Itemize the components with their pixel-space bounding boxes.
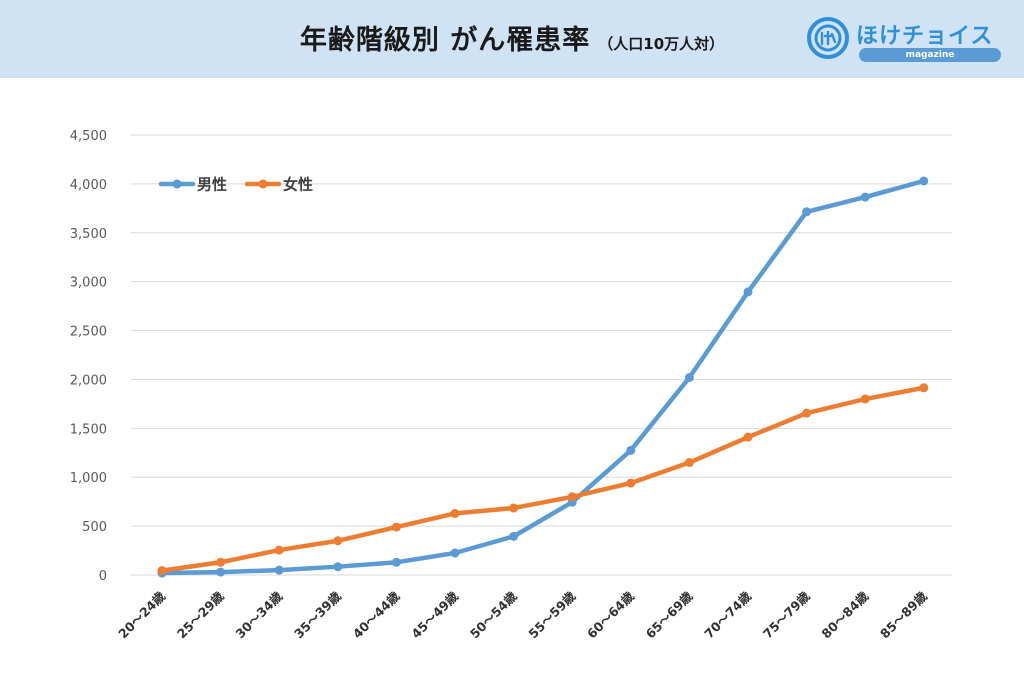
data-point <box>450 508 460 518</box>
legend-marker <box>172 179 182 189</box>
hoke-logo-icon <box>807 17 849 59</box>
page-subtitle: （人口10万人対） <box>598 35 725 53</box>
data-point <box>802 408 812 418</box>
data-point <box>509 531 519 541</box>
data-point <box>684 372 694 382</box>
series-line <box>159 385 927 573</box>
x-tick-label: 20～24歳 <box>115 588 168 641</box>
y-tick-label: 500 <box>82 520 107 535</box>
data-point <box>274 545 284 555</box>
data-point <box>509 503 519 513</box>
legend-marker <box>258 179 268 189</box>
y-tick-label: 3,000 <box>70 276 107 291</box>
legend-item: 女性 <box>244 176 313 194</box>
y-tick-label: 0 <box>99 569 107 584</box>
data-point <box>919 383 929 393</box>
data-point <box>216 557 226 567</box>
data-point <box>333 562 343 572</box>
data-point <box>391 522 401 532</box>
logo-subtext: magazine <box>859 48 1001 62</box>
y-axis-ticks: 0 500 1,000 1,500 2,000 2,500 3,000 3,500 4,000 4… <box>70 129 107 584</box>
gridlines <box>131 134 952 576</box>
legend-item: 男性 <box>158 176 227 194</box>
x-tick-label: 60～64歳 <box>584 588 637 641</box>
data-point <box>743 287 753 297</box>
x-tick-label: 75～79歳 <box>760 588 813 641</box>
y-tick-label: 4,500 <box>70 129 107 144</box>
y-tick-label: 2,000 <box>70 373 107 388</box>
page-title: 年齢階級別 がん罹患率 <box>299 25 591 56</box>
data-point <box>860 192 870 202</box>
data-point <box>919 176 929 186</box>
data-point <box>626 445 636 455</box>
x-tick-label: 70～74歳 <box>701 588 754 641</box>
x-tick-label: 35～39歳 <box>291 588 344 641</box>
header-bar: 年齢階級別 がん罹患率 （人口10万人対） ほけチョイス magazine <box>0 0 1024 78</box>
data-point <box>450 548 460 558</box>
y-tick-label: 4,000 <box>70 178 107 193</box>
x-tick-label: 30～34歳 <box>232 588 285 641</box>
data-point <box>567 492 577 502</box>
data-point <box>216 567 226 577</box>
y-tick-label: 2,500 <box>70 325 107 340</box>
data-point <box>626 478 636 488</box>
series-0 <box>157 176 929 578</box>
data-point <box>743 432 753 442</box>
data-point <box>333 536 343 546</box>
x-tick-label: 50～54歳 <box>467 588 520 641</box>
x-tick-label: 25～29歳 <box>174 588 227 641</box>
x-tick-label: 65～69歳 <box>643 588 696 641</box>
logo-text: ほけチョイス <box>856 24 994 49</box>
legend-label: 女性 <box>283 176 313 194</box>
data-point <box>274 565 284 575</box>
title-block: 年齢階級別 がん罹患率 （人口10万人対） <box>0 18 1024 57</box>
data-point <box>157 566 167 576</box>
series-line <box>159 178 927 576</box>
series-1 <box>157 383 929 576</box>
legend: 男性 女性 <box>158 176 313 194</box>
x-tick-label: 40～44歳 <box>350 588 403 641</box>
line-chart: 0 500 1,000 1,500 2,000 2,500 3,000 3,500 4,000 4… <box>70 129 952 641</box>
brand-logo[interactable]: ほけチョイス magazine <box>806 14 1006 66</box>
x-tick-label: 85～89歳 <box>877 588 930 641</box>
x-axis-ticks: 20～24歳 25～29歳 30～34歳 35～39歳 40～44歳 45～49歳 50～5… <box>115 588 930 641</box>
y-tick-label: 1,000 <box>70 471 107 486</box>
x-tick-label: 45～49歳 <box>408 588 461 641</box>
data-point <box>802 207 812 217</box>
y-tick-label: 1,500 <box>70 422 107 437</box>
data-point <box>391 557 401 567</box>
data-point <box>684 458 694 468</box>
legend-label: 男性 <box>197 176 227 194</box>
data-point <box>860 394 870 404</box>
y-tick-label: 3,500 <box>70 227 107 242</box>
x-tick-label: 55～59歳 <box>525 588 578 641</box>
x-tick-label: 80～84歳 <box>818 588 871 641</box>
series-lines <box>157 176 929 578</box>
